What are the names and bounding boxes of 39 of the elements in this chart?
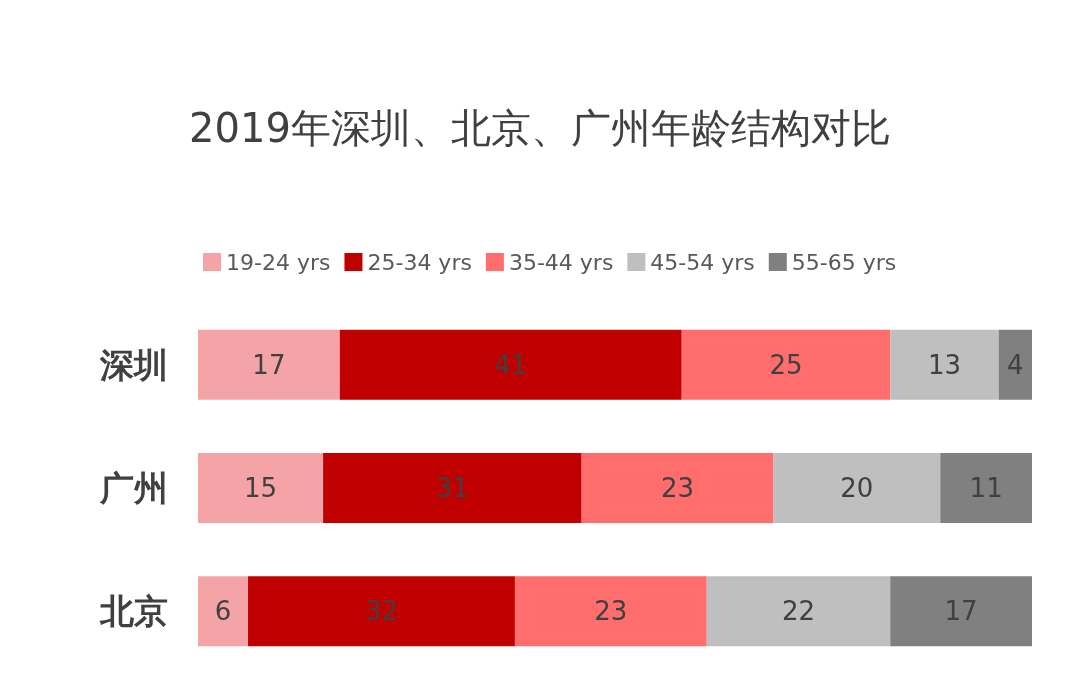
bar [890,329,999,400]
data-label: 25 [769,349,803,380]
y-tick-label: 广州 [99,468,168,508]
bar [514,576,707,647]
legend-label: 55-65 yrs [791,249,897,275]
legend-label: 25-34 yrs [367,249,472,275]
legend-label: 19-24 yrs [226,249,331,275]
bar [198,453,324,523]
data-label: 4 [1007,349,1024,380]
data-label: 22 [781,596,816,627]
legend-label: 35-44 yrs [508,249,614,275]
bar [581,453,774,523]
bar [890,576,1032,647]
data-label: 32 [364,596,399,627]
bar [998,329,1032,400]
bar [198,329,340,400]
data-label: 23 [661,473,695,503]
data-label: 6 [214,596,232,627]
data-label: 13 [927,349,961,380]
bar [681,329,891,400]
bar [323,453,582,523]
data-label: 20 [840,473,874,503]
legend-label: 45-54 yrs [650,249,755,275]
bar [706,576,891,647]
data-label: 15 [244,473,278,503]
y-tick-label: 北京 [99,591,168,632]
bar [339,329,682,400]
chart-title: 2019年深圳、北京、广州年龄结构对比 [189,105,891,151]
data-label: 17 [252,349,286,380]
data-label: 17 [944,596,978,627]
bar [198,576,249,647]
data-label: 11 [969,473,1003,503]
data-label: 41 [494,349,528,380]
bar [248,576,515,647]
bar [940,453,1032,523]
data-label: 31 [435,473,469,503]
y-tick-label: 深圳 [99,344,168,385]
bar [773,453,941,523]
data-label: 23 [594,596,628,627]
